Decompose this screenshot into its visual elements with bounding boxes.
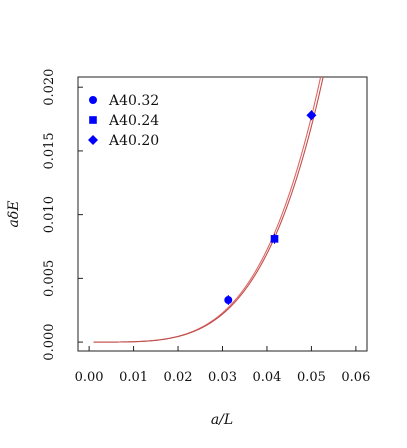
x-axis-label: a/L xyxy=(211,412,233,428)
data-point-a40-24 xyxy=(270,235,279,243)
legend: A40.32 A40.24 A40.20 xyxy=(88,93,159,149)
x-tick-label: 0.01 xyxy=(119,370,148,385)
legend-marker-circle xyxy=(89,96,97,104)
y-axis-label: aδE xyxy=(6,201,22,228)
y-tick-label: 0.010 xyxy=(42,196,57,233)
x-tick-label: 0.03 xyxy=(208,370,237,385)
legend-label: A40.20 xyxy=(108,133,159,149)
x-tick-label: 0.00 xyxy=(75,370,104,385)
x-tick-label: 0.02 xyxy=(164,370,193,385)
data-point-a40-20 xyxy=(306,110,317,121)
data-point-a40-32 xyxy=(224,296,233,305)
x-tick-label: 0.04 xyxy=(252,370,281,385)
y-tick-label: 0.005 xyxy=(42,260,57,297)
legend-label: A40.32 xyxy=(108,93,159,109)
data-points xyxy=(224,110,317,306)
y-tick-label: 0.015 xyxy=(42,132,57,169)
legend-marker-square xyxy=(89,116,97,124)
x-tick-label: 0.06 xyxy=(341,370,370,385)
fit-curve-2 xyxy=(93,77,324,343)
y-tick-label: 0.000 xyxy=(42,323,57,360)
y-axis-ticks: 0.000 0.005 0.010 0.015 0.020 xyxy=(42,69,83,361)
legend-marker-diamond xyxy=(88,135,98,145)
legend-label: A40.24 xyxy=(108,113,159,129)
x-tick-label: 0.05 xyxy=(297,370,326,385)
y-tick-label: 0.020 xyxy=(42,69,57,106)
fit-curve-1 xyxy=(93,77,322,343)
fit-curves xyxy=(93,77,324,343)
x-axis-ticks: 0.00 0.01 0.02 0.03 0.04 0.05 0.06 xyxy=(75,346,370,385)
